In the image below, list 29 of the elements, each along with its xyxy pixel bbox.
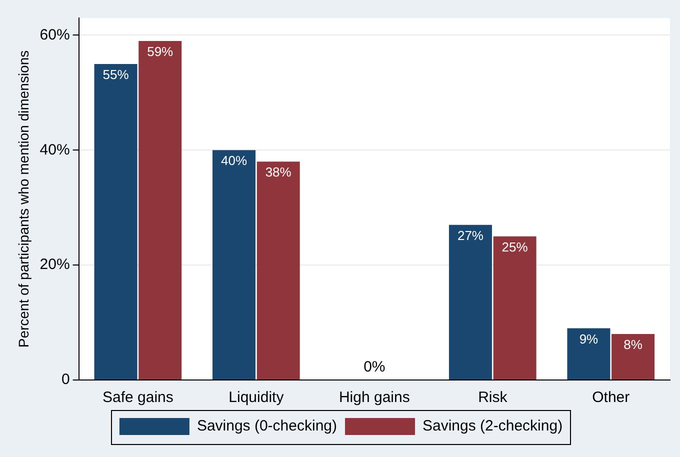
legend-label: Savings (0-checking): [196, 418, 338, 435]
bar: [256, 162, 300, 380]
data-label: 9%: [579, 331, 599, 346]
y-tick-label: 40%: [40, 141, 70, 158]
bar: [448, 224, 492, 380]
x-tick-label: Safe gains: [102, 389, 174, 406]
data-label: 25%: [502, 239, 528, 254]
bar: [212, 150, 256, 380]
data-label: 27%: [457, 228, 484, 243]
bar: [612, 334, 655, 380]
data-label: 40%: [220, 153, 248, 168]
data-label: 59%: [147, 44, 174, 60]
y-axis-title: Percent of participants who mention dimensions: [15, 50, 32, 348]
x-tick-label: High gains: [338, 389, 410, 406]
data-label: 55%: [102, 67, 130, 82]
y-tick-label: 60%: [40, 26, 70, 44]
bar: [138, 40, 182, 380]
x-tick-label: Risk: [478, 389, 508, 406]
data-label: 8%: [624, 337, 643, 352]
data-label: 38%: [265, 164, 292, 180]
y-tick-label: 0: [61, 371, 70, 388]
y-tick-label: 20%: [40, 256, 70, 274]
bar: [94, 64, 138, 380]
x-tick-label: Liquidity: [228, 389, 284, 406]
bar: [493, 236, 536, 380]
bar: [567, 328, 610, 380]
legend-label: Savings (2-checking): [422, 418, 563, 435]
x-tick-label: Other: [592, 389, 630, 406]
annotation: 0%: [364, 358, 386, 376]
